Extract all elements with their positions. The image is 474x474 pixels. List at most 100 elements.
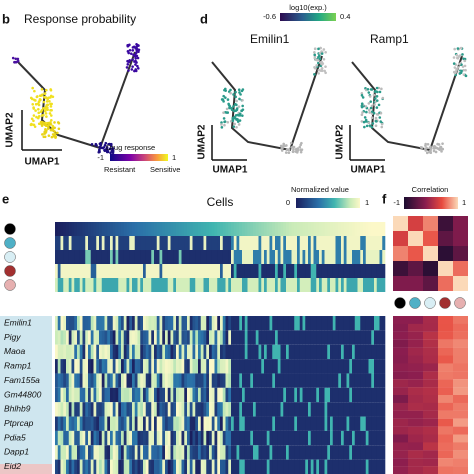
heat-cell <box>308 330 312 345</box>
cell-dot <box>313 47 317 51</box>
heat-cell <box>299 402 303 417</box>
heat-cell <box>294 416 298 431</box>
heat-cell <box>118 278 122 292</box>
heat-cell <box>349 264 353 278</box>
heat-cell <box>277 373 281 388</box>
heat-cell <box>288 278 292 292</box>
heat-cell <box>57 330 61 345</box>
cell-dot <box>227 103 231 107</box>
heat-cell <box>319 316 323 331</box>
heat-cell <box>96 445 100 460</box>
heat-cell <box>341 430 345 446</box>
heat-cell <box>354 402 358 417</box>
heat-cell <box>123 250 127 264</box>
heat-cell <box>145 264 149 278</box>
heat-cell <box>335 373 339 388</box>
cell-dot <box>37 122 41 126</box>
heat-cell <box>363 236 367 250</box>
heat-cell <box>167 250 171 264</box>
heat-cell <box>134 430 138 446</box>
heat-cell <box>321 430 325 446</box>
heat-cell <box>363 373 367 388</box>
corr-cell <box>438 323 453 332</box>
heat-cell <box>148 278 152 292</box>
corr-cell <box>393 458 408 467</box>
heat-cell <box>165 402 169 417</box>
heat-cell <box>228 344 232 360</box>
heat-cell <box>313 373 317 388</box>
heat-cell <box>195 344 199 360</box>
cell-dot <box>232 105 235 108</box>
heat-cell <box>99 445 103 460</box>
heat-cell <box>228 316 232 331</box>
heat-cell <box>338 316 342 331</box>
heat-cell <box>255 250 259 264</box>
heat-cell <box>104 278 108 292</box>
heat-cell <box>220 316 224 331</box>
heat-cell <box>280 416 284 431</box>
heat-cell <box>85 264 89 278</box>
heat-cell <box>66 278 70 292</box>
heat-cell <box>338 359 342 374</box>
heat-cell <box>121 359 125 374</box>
heat-cell <box>341 373 345 388</box>
panel-letter: b <box>2 11 10 26</box>
cell-dot <box>378 90 382 94</box>
heat-cell <box>283 459 287 474</box>
heat-cell <box>173 402 177 417</box>
heat-cell <box>90 459 94 474</box>
heat-cell <box>74 344 78 360</box>
heat-cell <box>178 316 182 331</box>
heat-cell <box>363 278 367 292</box>
heat-cell <box>349 330 353 345</box>
heat-cell <box>195 459 199 474</box>
heat-cell <box>148 459 152 474</box>
heat-cell <box>335 459 339 474</box>
heat-cell <box>313 316 317 331</box>
heat-cell <box>288 445 292 460</box>
heat-cell <box>159 459 163 474</box>
heat-cell <box>360 387 364 403</box>
heat-cell <box>244 445 248 460</box>
heat-cell <box>118 373 122 388</box>
heat-cell <box>368 264 372 278</box>
heat-cell <box>291 344 295 360</box>
heat-cell <box>349 236 353 250</box>
heat-cell <box>209 222 213 236</box>
heat-cell <box>77 459 81 474</box>
heat-cell <box>280 430 284 446</box>
corr-cell <box>393 231 408 246</box>
heat-cell <box>187 416 191 431</box>
heat-cell <box>178 250 182 264</box>
heat-cell <box>330 316 334 331</box>
corr-cell <box>423 347 438 356</box>
cell-dot <box>300 141 303 145</box>
cell-dot <box>42 113 45 117</box>
heat-cell <box>291 250 295 264</box>
heat-cell <box>379 373 383 388</box>
heat-cell <box>63 344 67 360</box>
heat-cell <box>126 278 130 292</box>
cell-dot <box>461 65 465 68</box>
cell-dot <box>319 69 323 72</box>
cell-dot <box>45 115 48 118</box>
cell-dot <box>136 64 139 68</box>
heat-cell <box>93 430 97 446</box>
cell-dot <box>361 111 364 114</box>
heat-cell <box>176 373 180 388</box>
heat-cell <box>123 359 127 374</box>
colorbar <box>110 154 168 161</box>
heat-cell <box>341 264 345 278</box>
cell-dot <box>461 53 464 56</box>
heat-cell <box>60 278 64 292</box>
heat-cell <box>368 316 372 331</box>
heat-cell <box>305 264 309 278</box>
cell-dot <box>371 122 375 125</box>
heat-cell <box>211 222 215 236</box>
heat-cell <box>313 459 317 474</box>
heat-cell <box>71 416 75 431</box>
cell-dot <box>57 121 61 125</box>
heat-cell <box>269 222 273 236</box>
corr-cell <box>438 347 453 356</box>
heat-cell <box>60 416 64 431</box>
